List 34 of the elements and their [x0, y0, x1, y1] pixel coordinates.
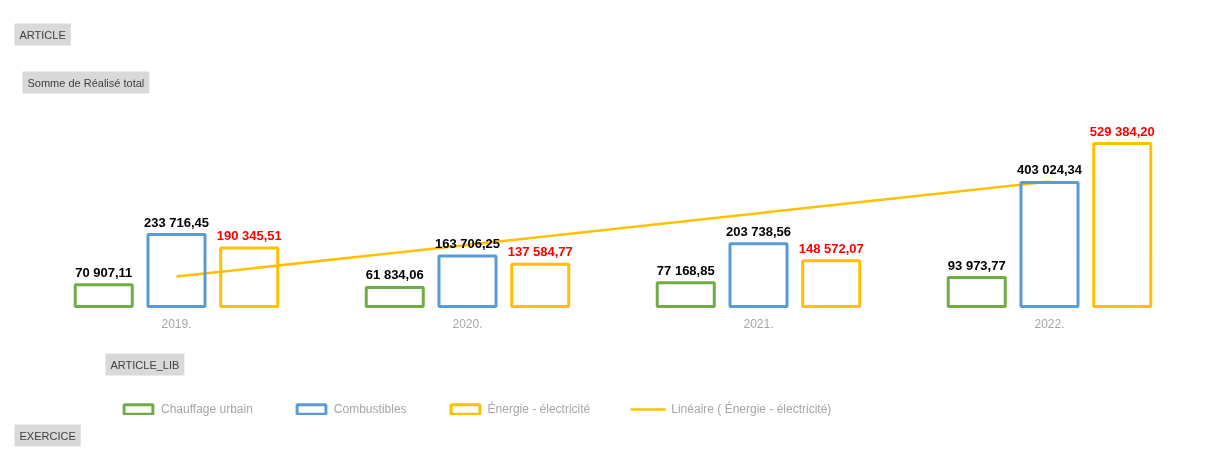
data-label: 203 738,56 — [725, 223, 792, 239]
bar — [146, 233, 207, 308]
text: EXERCICE — [19, 429, 76, 442]
x-tick-label: 2021. — [743, 316, 774, 331]
legend-label: Combustibles — [333, 402, 407, 416]
data-label: 148 572,07 — [798, 240, 864, 256]
x-tick-label: 2019. — [161, 316, 192, 331]
bar — [946, 276, 1007, 308]
bar — [655, 281, 716, 308]
data-label: 61 834,06 — [365, 267, 424, 283]
bar — [1092, 142, 1153, 308]
legend-label: Linéaire ( Énergie - électricité) — [671, 402, 832, 416]
data-label: 93 973,77 — [947, 257, 1006, 273]
bar — [728, 242, 789, 308]
data-label: 190 345,51 — [216, 227, 282, 243]
legend-label: Énergie - électricité — [487, 402, 591, 416]
x-tick-label: 2020. — [452, 316, 483, 331]
bar — [1019, 180, 1080, 308]
data-label: 70 907,11 — [75, 264, 133, 280]
text: ARTICLE_LIB — [110, 358, 180, 371]
x-tick-label: 2022. — [1034, 316, 1065, 331]
bar — [437, 254, 498, 308]
text: ARTICLE — [19, 28, 66, 41]
data-label: 77 168,85 — [656, 262, 715, 278]
data-label: 529 384,20 — [1089, 123, 1155, 139]
bar — [73, 283, 134, 308]
data-label: 403 024,34 — [1016, 162, 1083, 178]
text: Somme de Réalisé total — [27, 76, 145, 89]
bar — [510, 262, 571, 308]
bar — [801, 259, 862, 308]
bar — [364, 285, 425, 308]
legend-label: Chauffage urbain — [161, 402, 253, 416]
data-label: 233 716,45 — [143, 214, 210, 230]
data-label: 137 584,77 — [507, 244, 573, 260]
